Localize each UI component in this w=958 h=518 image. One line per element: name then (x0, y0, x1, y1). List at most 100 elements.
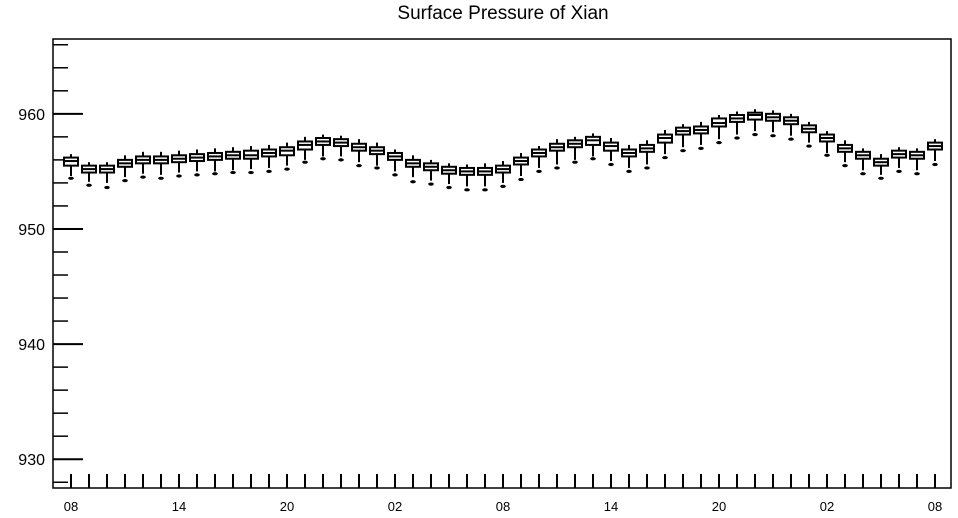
outlier-point (860, 172, 866, 176)
outlier-point (752, 132, 758, 137)
box (783, 113, 799, 141)
box (81, 162, 97, 187)
outlier-point (356, 164, 362, 168)
box (621, 144, 637, 173)
y-axis: 930 940 950 960 (18, 44, 83, 483)
box (297, 136, 313, 164)
outlier-point (194, 173, 200, 177)
outlier-point (140, 175, 146, 179)
x-tick-label: 08 (928, 499, 942, 514)
box (819, 131, 835, 157)
box (351, 139, 367, 168)
box (189, 149, 205, 177)
outlier-point (338, 158, 344, 162)
box (171, 150, 187, 178)
box (603, 138, 619, 167)
box (495, 161, 511, 188)
outlier-point (428, 182, 434, 186)
box (459, 164, 475, 192)
box (585, 133, 601, 161)
outlier-point (302, 160, 308, 164)
box (729, 111, 745, 140)
x-tick-label: 20 (280, 499, 294, 514)
box (855, 148, 871, 176)
box (711, 114, 727, 145)
outlier-point (896, 169, 902, 173)
outlier-point (284, 167, 290, 171)
x-axis: 08 14 20 02 08 14 20 02 08 (64, 474, 942, 514)
outlier-point (392, 173, 398, 177)
box-series (63, 109, 943, 192)
x-tick-label: 02 (820, 499, 834, 514)
outlier-point (662, 155, 668, 160)
outlier-point (374, 166, 380, 170)
outlier-point (788, 137, 794, 141)
chart-title: Surface Pressure of Xian (397, 3, 609, 24)
outlier-point (158, 176, 164, 180)
box (477, 163, 493, 192)
box (135, 151, 151, 179)
box (405, 155, 421, 184)
box (261, 144, 277, 173)
box (279, 142, 295, 171)
box (657, 129, 673, 160)
box (441, 163, 457, 190)
box (315, 134, 331, 161)
outlier-point (248, 170, 254, 175)
box (387, 149, 403, 177)
box (567, 136, 583, 164)
box-iqr (747, 111, 763, 121)
box (675, 124, 691, 153)
y-tick-label: 950 (18, 222, 45, 239)
outlier-point (68, 176, 74, 180)
box (873, 154, 889, 180)
y-tick-label: 930 (18, 452, 45, 469)
box (837, 140, 853, 168)
box (423, 159, 439, 186)
outlier-point (734, 136, 740, 140)
box (639, 140, 655, 170)
y-tick-label: 960 (18, 107, 45, 124)
outlier-point (806, 144, 812, 148)
box (531, 146, 547, 173)
outlier-point (104, 185, 110, 190)
outlier-point (482, 188, 488, 192)
box (207, 148, 223, 176)
box (225, 147, 241, 175)
outlier-point (644, 166, 650, 170)
outlier-point (626, 169, 632, 173)
outlier-point (320, 157, 326, 161)
outlier-point (824, 153, 830, 157)
x-tick-label: 08 (496, 499, 510, 514)
outlier-point (536, 169, 542, 173)
outlier-point (698, 146, 704, 150)
box (693, 121, 709, 150)
box (909, 148, 925, 176)
box (333, 135, 349, 162)
box (513, 152, 529, 182)
box (927, 139, 943, 167)
box (117, 155, 133, 183)
y-tick-label: 940 (18, 337, 45, 354)
box (747, 109, 763, 137)
outlier-point (518, 177, 524, 182)
box (765, 110, 781, 138)
outlier-point (176, 174, 182, 178)
box (63, 154, 79, 180)
outlier-point (410, 180, 416, 184)
outlier-point (230, 170, 236, 175)
outlier-point (122, 179, 128, 183)
outlier-point (590, 157, 596, 161)
box (369, 142, 385, 170)
outlier-point (608, 162, 614, 167)
box (801, 121, 817, 148)
outlier-point (446, 185, 452, 190)
box (891, 147, 907, 173)
outlier-point (680, 149, 686, 153)
outlier-point (770, 134, 776, 138)
box (153, 151, 169, 180)
x-tick-label: 14 (172, 499, 186, 514)
outlier-point (86, 183, 92, 187)
x-tick-label: 20 (712, 499, 726, 514)
outlier-point (914, 172, 920, 176)
